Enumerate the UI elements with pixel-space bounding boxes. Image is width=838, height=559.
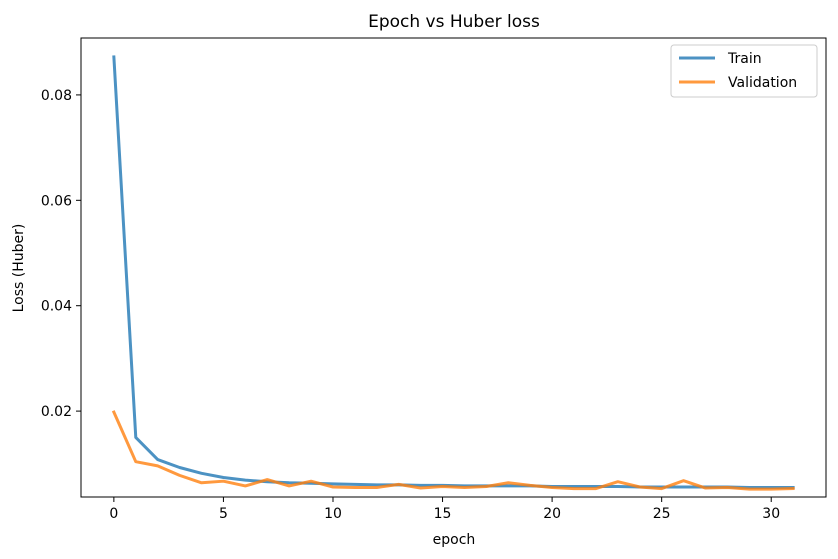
x-tick-label: 25 [653,506,671,522]
x-tick-label: 30 [762,506,780,522]
x-tick-label: 10 [324,506,342,522]
x-tick-label: 5 [219,506,228,522]
plot-frame [80,37,827,498]
plot-lines [111,55,795,491]
series-line-validation [111,410,795,491]
y-axis-label: Loss (Huber) [11,224,27,313]
y-tick-label: 0.06 [41,193,72,209]
legend-label-train: Train [727,51,762,67]
y-tick-label: 0.08 [41,88,72,104]
x-tick-label: 0 [109,506,118,522]
y-tick-label: 0.02 [41,404,72,420]
x-axis-label: epoch [433,532,476,548]
x-tick-label: 15 [434,506,452,522]
y-tick-label: 0.04 [41,299,72,315]
x-tick-label: 20 [543,506,561,522]
chart-title: Epoch vs Huber loss [368,12,540,32]
x-axis: 0 5 10 15 20 25 30 [109,497,780,522]
y-axis: 0.02 0.04 0.06 0.08 [41,88,81,420]
legend-label-validation: Validation [728,75,797,91]
legend: Train Validation [670,44,818,98]
